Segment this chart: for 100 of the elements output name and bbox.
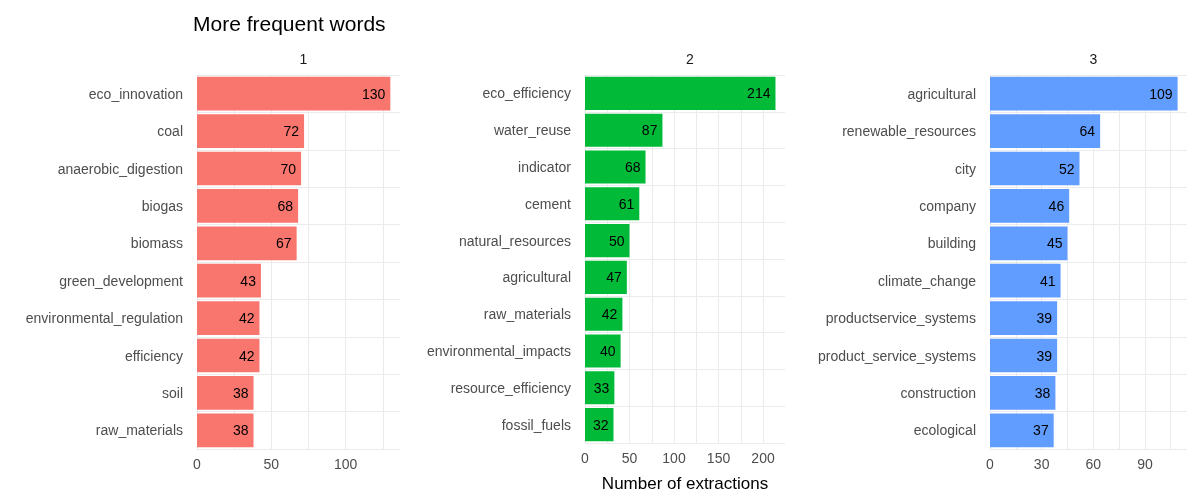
data-label: 130	[361, 85, 386, 102]
bar	[585, 76, 776, 110]
y-tick-label: product_service_systems	[818, 347, 976, 364]
data-label: 43	[240, 272, 257, 289]
chart-title: More frequent words	[193, 12, 386, 35]
x-tick-label: 0	[581, 450, 590, 466]
data-label: 67	[276, 235, 292, 252]
data-label: 40	[600, 343, 616, 359]
y-tick-label: agricultural	[502, 269, 571, 286]
data-label: 39	[1036, 310, 1053, 327]
data-label: 38	[1034, 384, 1051, 401]
x-tick-label: 0	[193, 456, 202, 472]
bar	[990, 301, 1058, 335]
bar	[197, 338, 260, 373]
bar	[197, 301, 260, 335]
data-label: 52	[1058, 160, 1075, 177]
bar	[585, 187, 640, 221]
x-tick-label: 200	[751, 450, 775, 466]
data-label: 45	[1046, 235, 1063, 252]
data-label: 214	[747, 85, 771, 102]
data-label: 32	[592, 416, 609, 433]
bar	[990, 226, 1068, 261]
y-tick-label: agricultural	[907, 85, 976, 102]
x-tick-label: 150	[706, 450, 731, 466]
x-tick-label: 0	[986, 456, 995, 472]
chart-subtitle: 3	[1089, 51, 1098, 67]
data-label: 41	[1039, 272, 1056, 289]
y-tick-label: green_development	[59, 272, 184, 289]
bar	[585, 334, 621, 368]
y-tick-label: environmental_regulation	[25, 310, 183, 327]
x-tick-label: 100	[662, 450, 686, 466]
data-label: 47	[606, 269, 623, 286]
y-tick-label: climate_change	[877, 272, 977, 289]
y-tick-label: company	[919, 197, 976, 214]
bar	[197, 263, 261, 298]
bar	[197, 114, 305, 148]
y-tick-label: building	[927, 235, 976, 252]
x-tick-label: 100	[334, 456, 358, 472]
data-label: 38	[232, 384, 249, 401]
y-tick-label: environmental_impacts	[427, 343, 571, 359]
x-tick-label: 50	[621, 450, 638, 466]
data-label: 109	[1149, 85, 1173, 102]
bar	[990, 263, 1061, 298]
data-label: 72	[283, 123, 300, 140]
bar	[990, 189, 1070, 223]
data-label: 50	[608, 232, 625, 249]
data-label: 64	[1079, 123, 1096, 140]
bar	[197, 189, 299, 223]
bar	[585, 260, 627, 294]
bar	[990, 76, 1178, 111]
bar	[990, 338, 1058, 373]
bar	[197, 413, 254, 448]
y-tick-label: eco_efficiency	[482, 85, 571, 102]
y-tick-label: cement	[525, 195, 572, 212]
y-tick-label: productservice_systems	[825, 310, 976, 327]
y-tick-label: ecological	[913, 422, 976, 439]
chart-subtitle: 2	[686, 51, 695, 67]
y-tick-label: efficiency	[124, 347, 183, 364]
y-tick-label: raw_materials	[95, 422, 183, 439]
y-tick-label: water_reuse	[492, 122, 572, 139]
data-label: 87	[641, 122, 658, 139]
data-label: 46	[1048, 197, 1065, 214]
y-tick-label: raw_materials	[483, 306, 571, 323]
y-tick-label: soil	[161, 384, 183, 401]
y-tick-label: city	[955, 160, 976, 177]
bar	[990, 413, 1054, 448]
bar	[990, 114, 1101, 148]
y-tick-label: construction	[900, 384, 976, 401]
data-label: 37	[1033, 422, 1049, 439]
data-label: 68	[277, 197, 294, 214]
x-tick-label: 30	[1033, 456, 1050, 472]
bar	[197, 376, 254, 410]
data-label: 70	[280, 160, 297, 177]
data-label: 68	[624, 159, 641, 175]
y-tick-label: natural_resources	[458, 232, 571, 249]
data-label: 61	[618, 195, 635, 212]
y-tick-label: coal	[157, 123, 183, 140]
data-label: 39	[1036, 347, 1053, 364]
x-tick-label: 90	[1137, 456, 1153, 472]
chart-subtitle: 1	[299, 51, 308, 67]
data-label: 33	[593, 379, 610, 396]
bar	[197, 76, 391, 111]
bar	[197, 226, 297, 261]
x-tick-label: 60	[1085, 456, 1102, 472]
data-label: 42	[238, 310, 255, 327]
bar	[990, 376, 1056, 410]
bar	[585, 224, 630, 258]
y-tick-label: renewable_resources	[842, 123, 976, 140]
y-tick-label: fossil_fuels	[501, 416, 571, 433]
bar	[990, 151, 1080, 186]
y-tick-label: eco_innovation	[88, 85, 183, 102]
data-label: 42	[601, 306, 618, 323]
data-label: 38	[232, 422, 249, 439]
y-tick-label: resource_efficiency	[450, 379, 571, 396]
y-tick-label: indicator	[518, 159, 572, 175]
x-tick-label: 50	[263, 456, 280, 472]
y-tick-label: biogas	[141, 197, 183, 214]
y-tick-label: biomass	[130, 235, 183, 252]
bar	[585, 150, 646, 184]
bar	[585, 297, 623, 331]
